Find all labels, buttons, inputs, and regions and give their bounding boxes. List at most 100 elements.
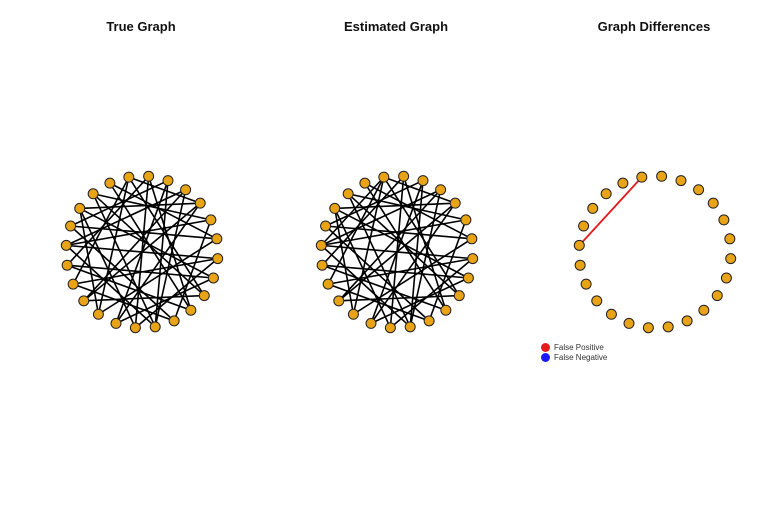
edge: [78, 208, 100, 315]
edge: [321, 244, 473, 260]
graph-node: [92, 308, 104, 320]
graph-node: [342, 188, 354, 200]
graph-node: [322, 278, 334, 290]
graph-node: [718, 214, 730, 226]
edge: [320, 176, 385, 246]
edge: [65, 244, 156, 328]
graph-node: [636, 171, 648, 183]
graph-node: [423, 315, 435, 327]
graph-node: [359, 177, 371, 189]
false-positive-dot-icon: [541, 342, 550, 352]
graph-node: [580, 278, 592, 290]
graph-node: [681, 315, 693, 327]
panel-title-true-graph: True Graph: [106, 19, 176, 34]
graph-node: [453, 290, 465, 302]
edge: [147, 176, 192, 311]
legend-item-false-negative: False Negative: [541, 352, 607, 362]
graph-node: [60, 239, 72, 251]
graph-node: [316, 259, 328, 271]
graph-node: [467, 253, 479, 265]
edge: [428, 219, 467, 322]
edge: [322, 264, 469, 279]
graph-node: [212, 253, 224, 265]
graph-node: [207, 272, 219, 284]
graph-node: [600, 188, 612, 200]
graph-node: [74, 202, 86, 214]
edge: [320, 244, 411, 328]
edge: [70, 225, 217, 240]
graph-node: [656, 170, 668, 182]
graph-node: [143, 170, 155, 182]
graph-node: [123, 171, 135, 183]
true-graph-panel: [60, 170, 224, 334]
edge: [128, 176, 201, 204]
graph-node: [67, 278, 79, 290]
graph-node: [466, 233, 478, 245]
edge: [352, 176, 385, 315]
edge: [97, 238, 218, 315]
graph-node: [378, 171, 390, 183]
edge: [83, 189, 187, 302]
graph-node: [435, 184, 447, 196]
graph-node: [698, 304, 710, 316]
edge: [333, 208, 355, 315]
edge: [578, 176, 643, 246]
graph-node: [574, 259, 586, 271]
graph-node: [61, 259, 73, 271]
graph-node: [693, 184, 705, 196]
legend-label-false-positive: False Positive: [554, 342, 604, 352]
graph-node: [617, 177, 629, 189]
graph-node: [333, 295, 345, 307]
graph-node: [725, 253, 737, 265]
graph-node: [460, 214, 472, 226]
graph-node: [720, 272, 732, 284]
edge: [154, 180, 169, 327]
graph-node: [675, 175, 687, 187]
edge: [347, 193, 411, 328]
edge: [389, 258, 474, 329]
graph-node: [329, 202, 341, 214]
legend-label-false-negative: False Negative: [554, 352, 608, 362]
graph-node: [605, 308, 617, 320]
graph-node: [724, 233, 736, 245]
edge: [92, 193, 205, 297]
graph-node: [162, 175, 174, 187]
graph-node: [578, 220, 590, 232]
graph-node: [623, 317, 635, 329]
graph-node: [398, 170, 410, 182]
graph-node: [365, 317, 377, 329]
edge: [173, 219, 212, 322]
graph-node: [573, 239, 585, 251]
graph-node: [417, 175, 429, 187]
graph-node: [462, 272, 474, 284]
graph-node: [315, 239, 327, 251]
graph-node: [384, 322, 396, 334]
edge: [325, 225, 472, 240]
edge: [66, 264, 192, 311]
graph-node: [78, 295, 90, 307]
edge: [66, 244, 218, 260]
edge: [347, 193, 460, 297]
graph-node: [194, 197, 206, 209]
graph-node: [198, 290, 210, 302]
graph-node: [205, 214, 217, 226]
edge: [352, 238, 473, 315]
graph-node: [110, 317, 122, 329]
edge: [97, 176, 130, 315]
graph-node: [104, 177, 116, 189]
graph-node: [662, 321, 674, 333]
edge: [321, 175, 405, 266]
graph-node: [642, 322, 654, 334]
graph-node: [185, 304, 197, 316]
graph-node: [440, 304, 452, 316]
graph-node: [65, 220, 77, 232]
false-negative-dot-icon: [541, 352, 550, 362]
graph-node: [347, 308, 359, 320]
panel-title-graph-differences: Graph Differences: [597, 19, 711, 34]
graph-node: [591, 295, 603, 307]
edge: [409, 180, 424, 327]
edge: [134, 258, 219, 329]
graph-node: [587, 202, 599, 214]
edge: [66, 175, 150, 266]
